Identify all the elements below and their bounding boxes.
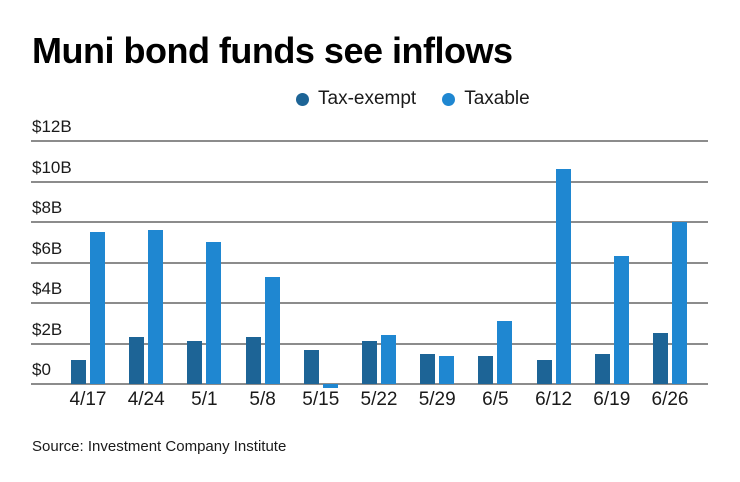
bar-taxable-5-15 <box>322 384 338 389</box>
bar-tax-exempt-5-22 <box>362 341 377 384</box>
x-axis-tick-label: 5/1 <box>191 389 218 410</box>
x-axis-tick-label: 6/12 <box>535 389 573 410</box>
x-axis-tick-label: 5/22 <box>360 389 398 410</box>
taxable-dot-icon <box>442 92 456 106</box>
bar-taxable-5-8 <box>264 276 280 384</box>
bar-tax-exempt-4-24 <box>129 337 145 384</box>
bar-tax-exempt-6-26 <box>653 333 668 384</box>
x-axis-tick-label: 6/5 <box>482 389 509 410</box>
y-axis-tick-label: $10B <box>32 157 72 177</box>
gridline-0 <box>31 383 708 385</box>
bar-tax-exempt-5-15 <box>303 349 319 384</box>
bar-taxable-6-5 <box>497 321 513 384</box>
bar-taxable-4-24 <box>148 230 164 384</box>
bar-tax-exempt-6-5 <box>478 355 494 384</box>
bar-tax-exempt-4-17 <box>71 359 86 384</box>
x-axis-tick-label: 5/15 <box>302 389 340 410</box>
y-axis-tick-label: $8B <box>32 198 63 217</box>
bar-taxable-4-17 <box>90 232 105 384</box>
bar-taxable-6-19 <box>613 256 629 384</box>
legend-label-tax-exempt: Tax-exempt <box>318 88 417 109</box>
x-axis-tick-label: 6/19 <box>593 389 631 410</box>
bar-taxable-6-12 <box>555 169 571 384</box>
legend: Tax-exempt Taxable <box>296 88 530 110</box>
source-note: Source: Investment Company Institute <box>32 438 287 455</box>
x-axis-tick-label: 4/17 <box>69 389 107 410</box>
y-axis-tick-label: $4B <box>32 279 63 298</box>
bar-tax-exempt-6-19 <box>594 353 610 384</box>
chart-title: Muni bond funds see inflows <box>32 30 513 71</box>
bar-taxable-6-26 <box>672 222 687 384</box>
gridline-8b <box>31 221 708 223</box>
bar-taxable-5-29 <box>439 355 455 384</box>
gridline-4b <box>31 302 708 304</box>
x-axis-tick-label: 5/8 <box>249 389 276 410</box>
y-axis-tick-label: $12B <box>32 117 72 136</box>
bar-tax-exempt-5-1 <box>187 341 203 384</box>
gridline-6b <box>31 261 708 264</box>
legend-label-taxable: Taxable <box>464 88 530 109</box>
bar-tax-exempt-5-29 <box>420 353 436 384</box>
plot-area: $0 $2B $4B $6B $8B $10B $12B 4/17 4/24 5/1 5/8 5/15… <box>31 117 708 428</box>
tax-exempt-dot-icon <box>296 92 309 106</box>
y-axis-tick-label: $2B <box>32 319 63 339</box>
gridline-10b <box>31 180 708 183</box>
legend-entry-taxable: Taxable <box>442 88 530 110</box>
y-axis-tick-label: $6B <box>32 238 63 258</box>
x-axis-tick-label: 6/26 <box>651 389 689 410</box>
legend-entry-tax-exempt: Tax-exempt <box>296 88 416 110</box>
x-axis-tick-label: 4/24 <box>127 389 165 410</box>
gridline-12b <box>31 140 708 142</box>
bar-tax-exempt-6-12 <box>536 359 552 384</box>
x-axis-tick-label: 5/29 <box>418 389 456 410</box>
bar-tax-exempt-5-8 <box>245 337 261 384</box>
y-axis-tick-label: $0 <box>32 360 51 379</box>
bar-taxable-5-22 <box>381 335 396 384</box>
bar-taxable-5-1 <box>206 242 222 384</box>
